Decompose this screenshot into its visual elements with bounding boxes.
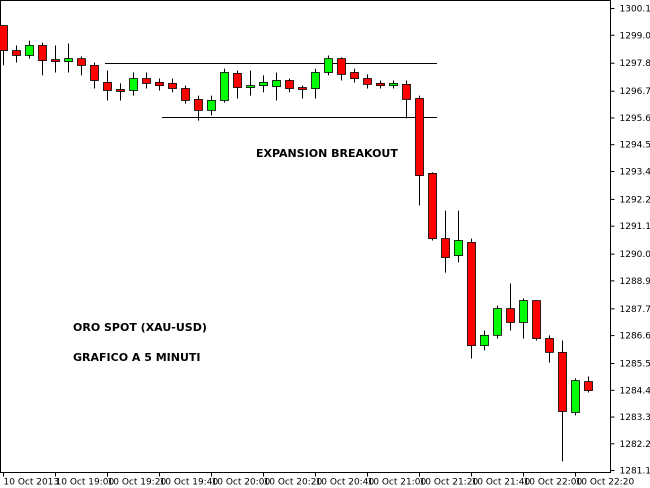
candle-body bbox=[246, 85, 255, 88]
candle-body bbox=[116, 89, 125, 92]
candle-body bbox=[350, 72, 359, 79]
candle-body bbox=[558, 351, 567, 412]
candle-body bbox=[194, 99, 203, 111]
candle-body bbox=[77, 58, 86, 66]
y-tick-label: 1288.90 bbox=[620, 277, 650, 287]
candle-body bbox=[233, 73, 242, 88]
y-tick-label: 1284.40 bbox=[620, 386, 650, 396]
y-tick-label: 1292.25 bbox=[620, 195, 650, 205]
annotation: EXPANSION BREAKOUT bbox=[256, 147, 398, 160]
candle-body bbox=[142, 78, 151, 84]
candle-body bbox=[584, 381, 593, 391]
candle-body bbox=[168, 83, 177, 89]
annotation: GRAFICO A 5 MINUTI bbox=[73, 351, 200, 364]
x-tick-label: 10 Oct 21:00 bbox=[368, 478, 427, 488]
y-tick-label: 1291.15 bbox=[620, 222, 650, 232]
candle-body bbox=[337, 58, 346, 75]
candle-body bbox=[285, 80, 294, 89]
x-tick-label: 10 Oct 22:20 bbox=[576, 478, 635, 488]
candle-body bbox=[51, 59, 60, 62]
candle-body bbox=[506, 308, 515, 323]
candle-body bbox=[545, 338, 554, 353]
x-tick-label: 10 Oct 19:00 bbox=[56, 478, 115, 488]
candle-body bbox=[181, 88, 190, 101]
y-tick-label: 1290.00 bbox=[620, 250, 650, 260]
candle-body bbox=[428, 172, 437, 239]
candle-body bbox=[272, 80, 281, 87]
annotation: ORO SPOT (XAU-USD) bbox=[73, 321, 207, 334]
y-tick-label: 1286.65 bbox=[620, 332, 650, 342]
x-tick-label: 10 Oct 20:20 bbox=[264, 478, 323, 488]
candle-body bbox=[12, 50, 21, 56]
y-tick-label: 1287.75 bbox=[620, 305, 650, 315]
candle-body bbox=[389, 83, 398, 87]
candle-body bbox=[467, 242, 476, 346]
candle-body bbox=[155, 82, 164, 87]
candle-body bbox=[25, 45, 34, 56]
plot-frame bbox=[0, 0, 611, 473]
candle-body bbox=[402, 83, 411, 100]
x-tick-label: 10 Oct 19:40 bbox=[160, 478, 219, 488]
x-tick-label: 10 Oct 20:00 bbox=[212, 478, 271, 488]
candle-body bbox=[415, 98, 424, 176]
y-tick-label: 1297.85 bbox=[620, 59, 650, 69]
candle-body bbox=[454, 240, 463, 256]
y-tick-label: 1299.00 bbox=[620, 31, 650, 41]
candle-body bbox=[363, 78, 372, 85]
x-tick-label: 10 Oct 2013 bbox=[4, 478, 60, 488]
candle-body bbox=[259, 82, 268, 87]
candle-body bbox=[298, 87, 307, 90]
candle-body bbox=[207, 100, 216, 111]
x-tick-label: 10 Oct 19:20 bbox=[108, 478, 167, 488]
y-tick-label: 1294.50 bbox=[620, 141, 650, 151]
candle-body bbox=[376, 83, 385, 87]
candle-body bbox=[0, 25, 8, 51]
y-tick-label: 1296.70 bbox=[620, 87, 650, 97]
candle-body bbox=[103, 82, 112, 91]
y-tick-label: 1295.60 bbox=[620, 114, 650, 124]
candle-body bbox=[324, 58, 333, 73]
candle-body bbox=[38, 45, 47, 61]
candle-body bbox=[220, 72, 229, 101]
x-tick-label: 10 Oct 20:40 bbox=[316, 478, 375, 488]
x-tick-label: 10 Oct 22:00 bbox=[524, 478, 583, 488]
y-tick-label: 1293.40 bbox=[620, 167, 650, 177]
candle-body bbox=[90, 65, 99, 81]
y-tick-label: 1281.10 bbox=[620, 467, 650, 477]
y-tick-label: 1282.20 bbox=[620, 440, 650, 450]
y-tick-label: 1283.30 bbox=[620, 413, 650, 423]
candle-body bbox=[532, 300, 541, 339]
candle-body bbox=[480, 334, 489, 346]
x-tick-label: 10 Oct 21:40 bbox=[472, 478, 531, 488]
candle-body bbox=[441, 238, 450, 258]
y-tick-label: 1300.10 bbox=[620, 5, 650, 15]
candle-body bbox=[571, 380, 580, 413]
candle-body bbox=[311, 72, 320, 89]
candle-body bbox=[129, 78, 138, 91]
candle-body bbox=[493, 308, 502, 336]
candle-body bbox=[519, 300, 528, 323]
y-tick-label: 1285.50 bbox=[620, 360, 650, 370]
candle-body bbox=[64, 58, 73, 62]
x-tick-label: 10 Oct 21:20 bbox=[420, 478, 479, 488]
